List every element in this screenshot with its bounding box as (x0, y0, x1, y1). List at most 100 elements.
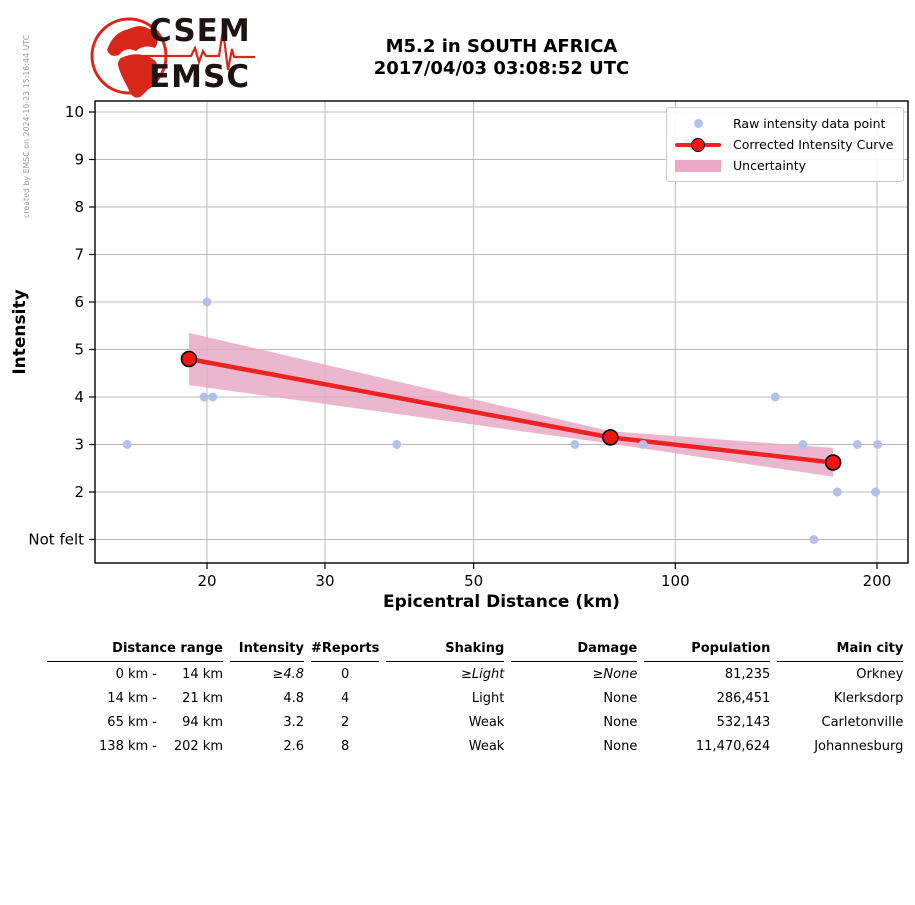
table-cell: None (603, 739, 638, 754)
table-cell: 2 (341, 715, 350, 730)
curve-point (180, 350, 198, 368)
table-cell: 532,143 (716, 715, 771, 730)
table-cell: ≥None (592, 667, 638, 682)
raw-data-points (122, 297, 883, 544)
table-header: Distance range (47, 637, 223, 662)
table-cell: ≥Light (460, 667, 505, 682)
table-header: Damage (511, 637, 638, 662)
raw-point (873, 440, 883, 449)
table-cell: ≥4.8 (272, 667, 304, 682)
table-cell: 4.8 (283, 691, 304, 706)
cell-distance-range: 65 km - 94 km (47, 710, 223, 734)
range-lower: 138 km - (99, 739, 157, 754)
x-tick-label: 30 (315, 572, 334, 590)
raw-point (798, 440, 808, 449)
legend-item-raw: Raw intensity data point (675, 113, 893, 134)
cell-distance-range: 0 km - 14 km (47, 662, 223, 686)
y-tick-label: 3 (74, 436, 84, 454)
raw-point-swatch-icon (675, 117, 721, 131)
raw-point (770, 392, 780, 402)
figure-title: M5.2 in SOUTH AFRICA 2017/04/03 03:08:52… (95, 36, 908, 80)
table-cell: 81,235 (724, 667, 771, 682)
x-tick-label: 50 (464, 572, 483, 590)
intensity-distance-chart: 20 30 50 100 200 10 9 8 7 6 5 4 3 2 Not felt Epicentral… (10, 100, 909, 612)
range-lower: 65 km - (107, 715, 157, 730)
emsc-logo: CSEM EMSC (85, 10, 263, 106)
table-cell: Weak (468, 715, 505, 730)
raw-point (570, 440, 580, 449)
table-row: 0 km - 14 km ≥4.8 0 ≥Light ≥None 81,235 Orkney (47, 662, 904, 686)
table-row: 14 km - 21 km 4.8 4 Light None 286,451 Klerksdo… (47, 686, 903, 710)
title-line-2: 2017/04/03 03:08:52 UTC (373, 58, 630, 79)
y-tick-label: 5 (74, 341, 84, 359)
cell-distance-range: 138 km - 202 km (47, 734, 223, 758)
table-cell: Weak (468, 739, 505, 754)
table-header-row: Distance range Intensity #Reports Shaking Da… (47, 637, 904, 662)
curve-swatch-icon (675, 137, 721, 152)
x-tick-label: 100 (661, 572, 690, 590)
x-tick-label: 200 (863, 572, 892, 590)
y-tick-label: 10 (65, 103, 84, 121)
y-tick-label: 8 (74, 198, 84, 216)
table-header: #Reports (311, 637, 380, 662)
range-upper: 21 km (182, 691, 223, 706)
raw-point (871, 487, 881, 497)
plot-frame (94, 100, 909, 564)
legend-item-uncertainty: Uncertainty (675, 155, 893, 176)
table-header: Main city (777, 637, 904, 662)
table-cell: Klerksdorp (833, 691, 904, 706)
range-upper: 14 km (182, 667, 223, 682)
y-tick-label: 4 (74, 388, 84, 406)
table-cell: Light (471, 691, 505, 706)
x-axis-label: Epicentral Distance (km) (383, 592, 620, 612)
table-cell: Orkney (856, 667, 904, 682)
table-cell: 4 (341, 691, 350, 706)
y-tick-label: 9 (74, 151, 84, 169)
raw-point (832, 487, 842, 497)
legend-label: Corrected Intensity Curve (733, 137, 894, 152)
axis-ticks (89, 111, 878, 569)
uncertainty-band (188, 332, 834, 477)
emsc-globe-icon (90, 17, 255, 98)
summary-table: Distance range Intensity #Reports Shaking Da… (40, 637, 910, 758)
logo-text-emsc: EMSC (149, 59, 251, 95)
x-tick-label: 20 (197, 572, 216, 590)
curve-point (602, 429, 619, 446)
raw-point (809, 535, 819, 544)
raw-point (392, 440, 402, 449)
table-cell: 2.6 (283, 739, 304, 754)
table-cell: 3.2 (283, 715, 304, 730)
table-cell: 286,451 (716, 691, 771, 706)
table-header: Shaking (386, 637, 505, 662)
legend-label: Uncertainty (733, 158, 807, 173)
table-header: Intensity (230, 637, 304, 662)
legend-label: Raw intensity data point (733, 116, 886, 131)
range-upper: 94 km (182, 715, 223, 730)
y-tick-label: 7 (74, 246, 84, 264)
y-tick-label: Not felt (28, 531, 84, 549)
raw-point (638, 440, 648, 449)
chart-legend: Raw intensity data point Corrected Inten… (666, 107, 905, 182)
table-row: 65 km - 94 km 3.2 2 Weak None 532,143 Carletonv… (47, 710, 903, 734)
y-tick-label: 6 (74, 293, 84, 311)
y-tick-label: 2 (74, 483, 84, 501)
table-cell: None (603, 715, 638, 730)
curve-point (824, 454, 842, 471)
raw-point (208, 392, 218, 402)
raw-point (202, 297, 212, 307)
table-row: 138 km - 202 km 2.6 8 Weak None 11,470,624 Joha… (47, 734, 903, 758)
table-header: Population (644, 637, 771, 662)
uncertainty-swatch-icon (675, 159, 721, 173)
y-axis-label: Intensity (10, 289, 30, 374)
raw-point (122, 440, 132, 449)
table-cell: None (603, 691, 638, 706)
raw-point (199, 392, 209, 402)
tick-labels: 20 30 50 100 200 10 9 8 7 6 5 4 3 2 Not felt (28, 103, 891, 590)
table-cell: 8 (341, 739, 350, 754)
table-cell: Johannesburg (814, 739, 904, 754)
legend-item-curve: Corrected Intensity Curve (675, 134, 893, 155)
cell-distance-range: 14 km - 21 km (47, 686, 223, 710)
logo-text-csem: CSEM (149, 13, 251, 49)
range-lower: 0 km - (115, 667, 157, 682)
